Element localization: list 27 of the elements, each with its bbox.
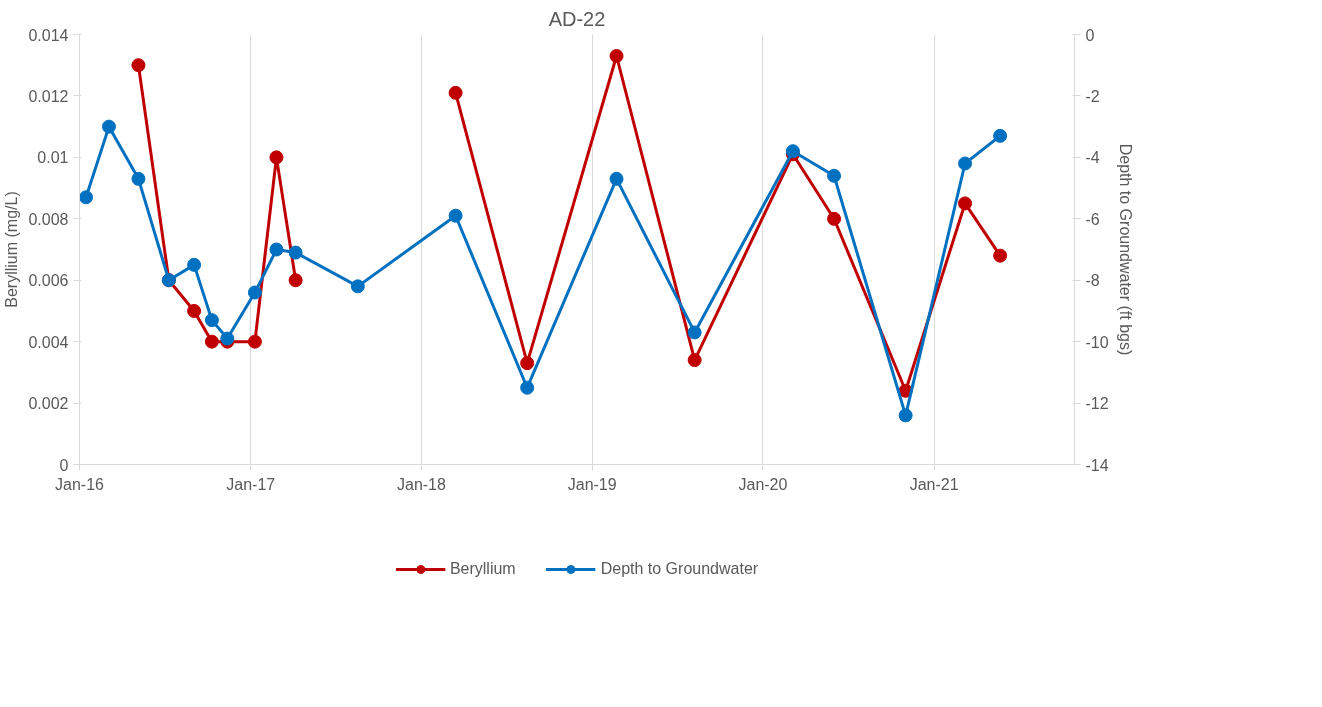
x-tick-label: Jan-18 [397, 475, 447, 493]
legend-label: Depth to Groundwater [600, 559, 759, 578]
y2-tick-label: -4 [1085, 149, 1100, 167]
y-tick-label: 0.002 [28, 395, 69, 413]
x-tick-label: Jan-20 [738, 475, 788, 493]
y-tick-label: 0 [59, 456, 69, 474]
y2-tick-label: -14 [1085, 456, 1109, 474]
y-tick-label: 0.01 [37, 149, 69, 167]
y2-tick-label: -2 [1085, 87, 1100, 105]
y2-axis-title: Depth to Groundwater (ft bgs) [1116, 143, 1134, 356]
y-tick-label: 0.014 [28, 26, 69, 44]
x-tick-label: Jan-17 [226, 475, 276, 493]
chart-title: AD-22 [548, 7, 606, 30]
y2-tick-label: -8 [1085, 272, 1100, 290]
x-tick-label: Jan-21 [909, 475, 959, 493]
y2-tick-label: -6 [1085, 210, 1100, 228]
y-axis-title: Beryllium (mg/L) [3, 191, 21, 308]
y-tick-label: 0.006 [28, 272, 69, 290]
y2-tick-label: -10 [1085, 333, 1109, 351]
x-tick-label: Jan-19 [567, 475, 617, 493]
y2-tick-label: -12 [1085, 395, 1109, 413]
y-tick-label: 0.012 [28, 87, 69, 105]
x-tick-label: Jan-16 [55, 475, 105, 493]
y-tick-label: 0.008 [28, 210, 69, 228]
y-tick-label: 0.004 [28, 333, 69, 351]
y2-tick-label: 0 [1085, 26, 1095, 44]
legend-label: Beryllium [449, 559, 516, 578]
